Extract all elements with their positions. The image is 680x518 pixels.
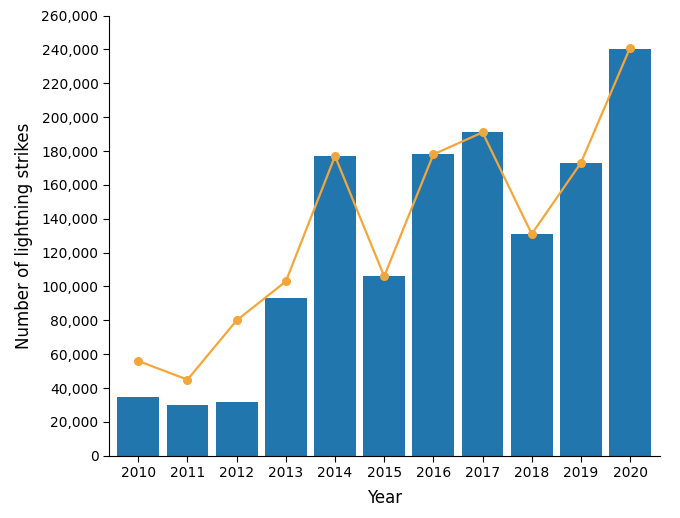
Bar [609,49,651,456]
Bar [118,397,159,456]
Bar [265,298,307,456]
Bar [363,276,405,456]
Bar [560,163,602,456]
X-axis label: Year: Year [367,488,402,507]
Bar [314,156,356,456]
Bar [462,133,503,456]
Y-axis label: Number of lightning strikes: Number of lightning strikes [15,122,33,349]
Bar [216,401,258,456]
Bar [511,234,553,456]
Bar [413,154,454,456]
Bar [167,405,208,456]
